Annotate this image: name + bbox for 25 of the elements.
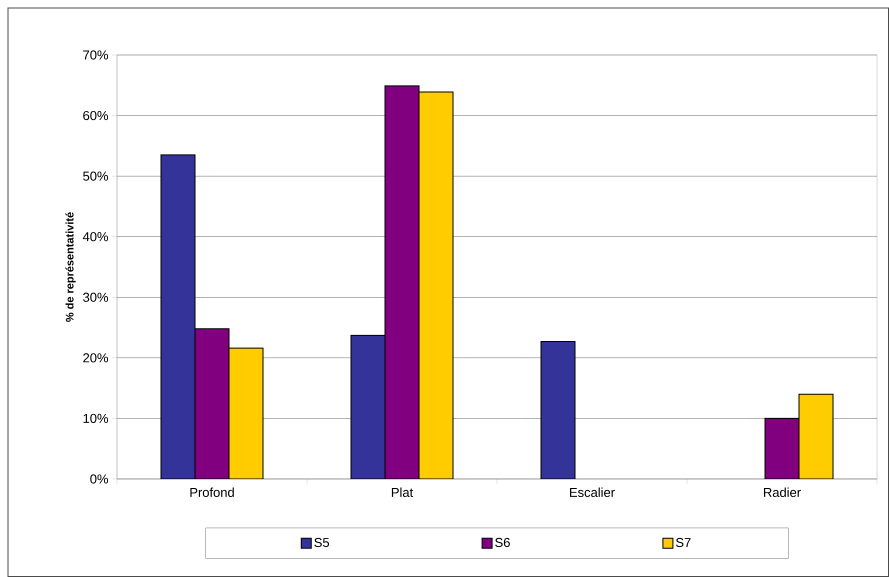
y-axis-title: % de représentativité — [65, 212, 76, 322]
y-tick-label: 0% — [90, 474, 108, 484]
y-tick-label: 40% — [82, 232, 108, 242]
y-tick-label: 20% — [83, 353, 108, 362]
x-tick-label: Escalier — [570, 488, 615, 498]
x-tick-label: Plat — [392, 488, 414, 498]
legend-label: S6 — [495, 538, 510, 548]
y-tick-label: 70% — [83, 50, 108, 60]
x-tick-label: Profond — [190, 488, 234, 498]
y-tick-label: 60% — [83, 110, 108, 120]
bar — [764, 418, 800, 479]
bar — [798, 394, 834, 479]
legend-label: S7 — [676, 538, 691, 548]
y-tick-label: 30% — [83, 292, 108, 302]
bar — [418, 91, 454, 479]
bar — [350, 334, 386, 479]
y-tick-label: 10% — [84, 414, 108, 423]
bar — [228, 348, 264, 479]
y-tick-label: 50% — [83, 172, 108, 181]
legend-label: S5 — [314, 538, 330, 548]
x-tick-label: Radier — [764, 488, 801, 498]
bar — [540, 340, 576, 479]
bar — [384, 85, 420, 479]
bar — [160, 154, 196, 479]
bar — [194, 328, 230, 479]
